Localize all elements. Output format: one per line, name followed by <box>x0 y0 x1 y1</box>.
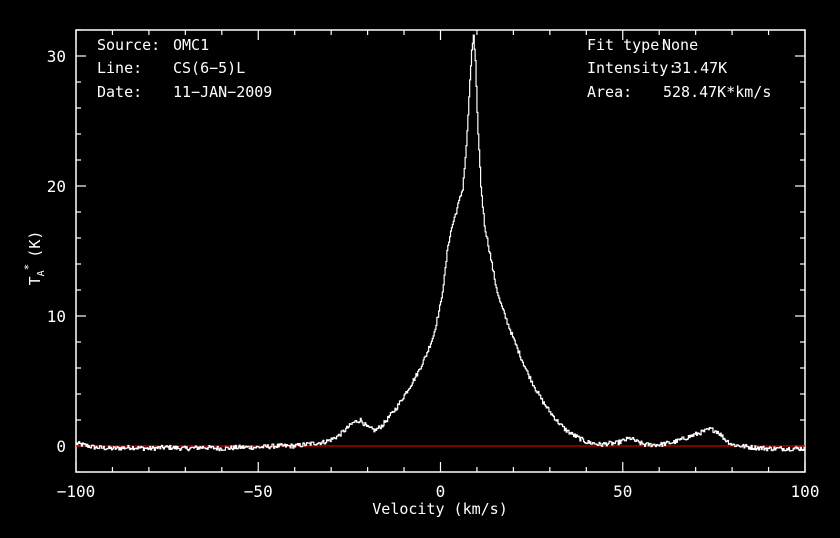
source-value: OMC1 <box>173 36 209 54</box>
fit-type-label: Fit type: <box>587 36 668 54</box>
fit-type-value: None <box>662 36 698 54</box>
y-axis-label: TA*(K) <box>22 231 47 286</box>
line-value: CS(6−5)L <box>173 59 245 77</box>
date-label: Date: <box>97 83 142 101</box>
x-tick-label: −50 <box>244 482 273 501</box>
x-tick-label: 0 <box>436 482 446 501</box>
y-tick-label: 0 <box>56 437 66 456</box>
line-label: Line: <box>97 59 142 77</box>
x-tick-label: 50 <box>613 482 632 501</box>
x-tick-label: −100 <box>57 482 96 501</box>
spectrum-line <box>76 34 806 452</box>
y-tick-label: 10 <box>47 307 66 326</box>
area-value: 528.47K*km/s <box>663 83 771 101</box>
tick-labels: −100 −50 0 50 100 0 10 20 30 <box>47 47 820 501</box>
intensity-value: 31.47K <box>673 59 727 77</box>
area-label: Area: <box>587 83 632 101</box>
source-label: Source: <box>97 36 160 54</box>
y-tick-label: 20 <box>47 177 66 196</box>
x-axis-label: Velocity (km/s) <box>372 500 507 518</box>
date-value: 11−JAN−2009 <box>173 83 272 101</box>
intensity-label: Intensity: <box>587 59 677 77</box>
y-tick-label: 30 <box>47 47 66 66</box>
x-tick-label: 100 <box>791 482 820 501</box>
